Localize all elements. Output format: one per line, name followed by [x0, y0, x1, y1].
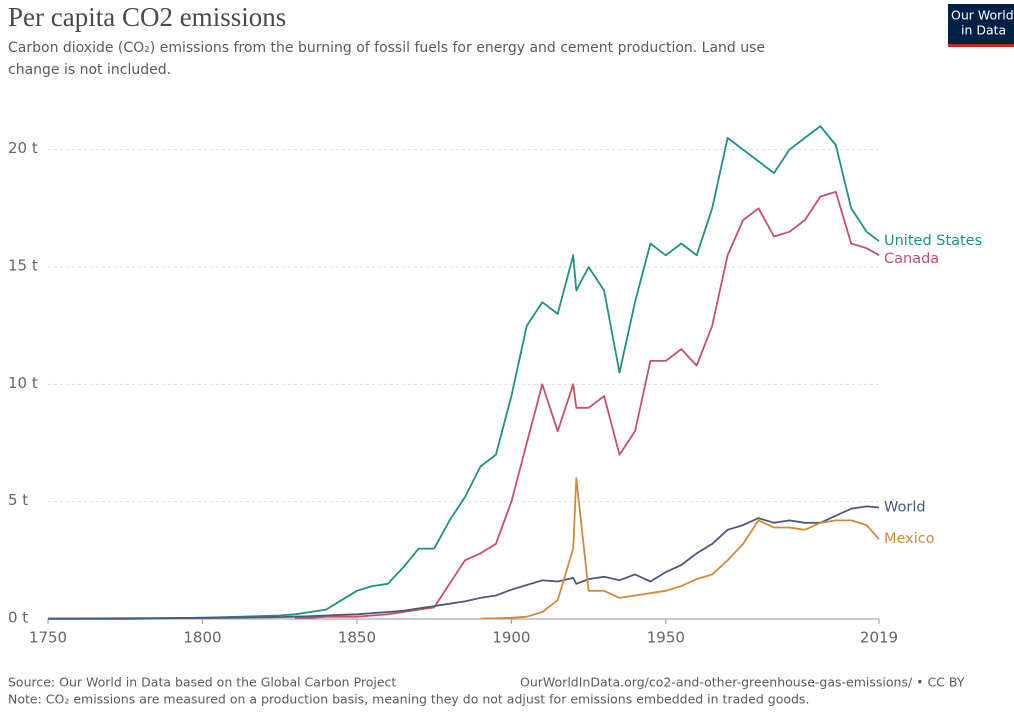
logo-box [948, 4, 1014, 44]
x-tick-label: 1950 [647, 629, 685, 647]
x-tick-label: 1800 [183, 629, 221, 647]
y-tick-label: 0 t [8, 609, 28, 627]
x-tick-label: 1850 [338, 629, 376, 647]
subtitle: change is not included. [8, 62, 171, 78]
source: Source: Our World in Data based on the G… [8, 675, 396, 690]
y-tick-label: 15 t [8, 257, 38, 275]
series-label: World [884, 500, 926, 516]
logo[interactable]: Our World in Data [948, 4, 1014, 47]
x-tick-label: 2019 [860, 629, 898, 647]
url[interactable]: OurWorldInData.org/co2-and-other-greenho… [520, 675, 965, 690]
note: Note: CO₂ emissions are measured on a pr… [8, 692, 809, 707]
logo-bar [948, 44, 1014, 47]
x-tick-label: 1750 [29, 629, 67, 647]
series-line [295, 191, 880, 619]
y-tick-label: 20 t [8, 139, 38, 157]
series-label: United States [884, 233, 982, 249]
series-label: Mexico [884, 531, 935, 547]
x-tick-label: 1900 [492, 629, 530, 647]
series-label: Canada [884, 251, 939, 267]
logo-text: in Data [961, 23, 1006, 38]
y-tick-label: 10 t [8, 374, 38, 392]
series-line [48, 125, 880, 620]
y-tick-label: 5 t [8, 491, 28, 509]
logo-text: Our World [951, 8, 1014, 23]
subtitle: Carbon dioxide (CO₂) emissions from the … [8, 40, 765, 56]
series-line [480, 477, 880, 620]
series-line [47, 505, 880, 620]
chart-title: Per capita CO2 emissions [8, 2, 286, 32]
